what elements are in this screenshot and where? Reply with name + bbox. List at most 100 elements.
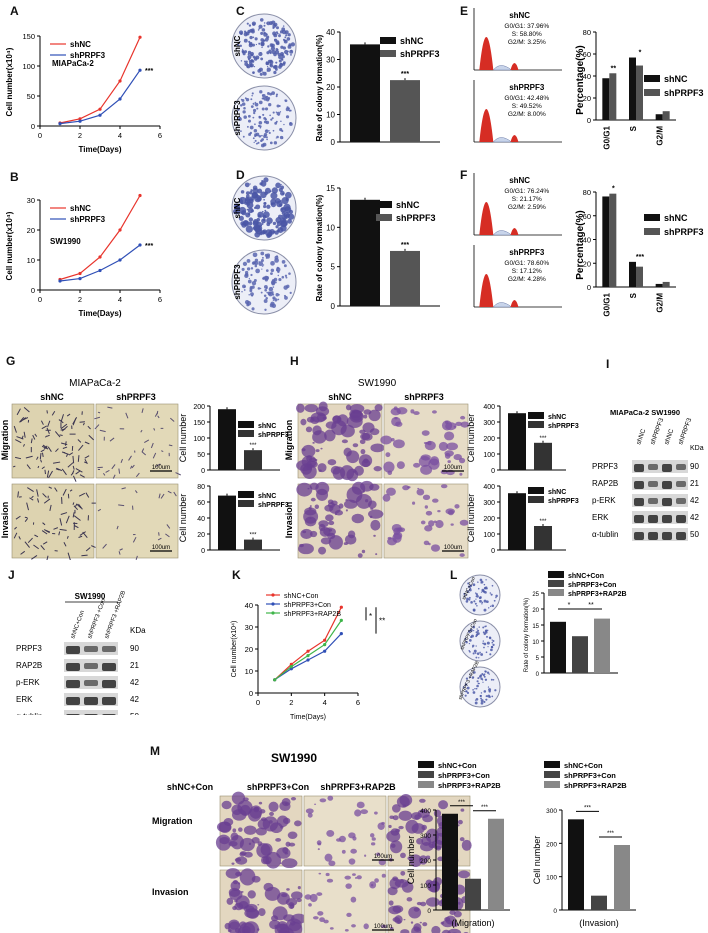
y-axis-label: Cell number bbox=[178, 494, 188, 543]
cell bbox=[318, 520, 329, 528]
cell bbox=[157, 537, 162, 541]
colony bbox=[250, 267, 254, 270]
colony bbox=[258, 24, 263, 29]
colony bbox=[245, 97, 250, 102]
colony bbox=[244, 270, 249, 275]
data-point bbox=[98, 107, 102, 111]
scale-bar-label: 100um bbox=[444, 545, 462, 551]
cell bbox=[282, 817, 291, 824]
colony bbox=[473, 649, 477, 653]
y-axis-label: Cell number bbox=[466, 414, 476, 463]
colony bbox=[249, 61, 253, 65]
hist-stat: G0/G1: 78.60% bbox=[504, 260, 549, 267]
cell bbox=[326, 830, 335, 837]
cell bbox=[258, 908, 266, 917]
colony bbox=[249, 64, 253, 68]
colony bbox=[278, 214, 283, 219]
cell bbox=[253, 806, 260, 813]
cell bbox=[320, 537, 332, 545]
colony bbox=[233, 208, 239, 215]
y-tick-label: 300 bbox=[420, 833, 431, 840]
scale-bar-label: 100um bbox=[444, 465, 462, 471]
cell bbox=[58, 531, 61, 536]
colony bbox=[285, 276, 288, 279]
cell bbox=[287, 831, 298, 839]
data-point bbox=[323, 638, 327, 642]
cell bbox=[370, 519, 381, 531]
cell bbox=[70, 472, 74, 476]
cell bbox=[296, 482, 313, 497]
x-tick-label: 6 bbox=[158, 131, 162, 140]
colony bbox=[266, 22, 268, 24]
blot-band bbox=[676, 498, 686, 504]
line-chart-k: 0 10 20 30 40 0 2 4 6 Cell number(x10⁴) Time(Days)… bbox=[231, 593, 385, 721]
cell bbox=[350, 848, 357, 854]
colony bbox=[243, 60, 246, 63]
colony bbox=[470, 601, 473, 604]
cell bbox=[111, 464, 116, 470]
blot-band bbox=[676, 515, 686, 523]
legend-swatch bbox=[644, 228, 660, 235]
g2-peak bbox=[510, 135, 519, 142]
panel-label-d: D bbox=[236, 168, 245, 182]
colony bbox=[278, 65, 282, 69]
cell bbox=[340, 465, 355, 481]
colony bbox=[472, 625, 476, 629]
y-tick-label: 20 bbox=[197, 532, 205, 539]
x-axis-label: (Migration) bbox=[451, 918, 494, 928]
y-tick-label: 300 bbox=[546, 808, 557, 815]
blot-band bbox=[676, 464, 686, 470]
colony bbox=[257, 124, 261, 128]
colony bbox=[277, 274, 280, 277]
colony bbox=[252, 137, 255, 140]
colony bbox=[284, 36, 287, 39]
colony bbox=[255, 204, 261, 210]
colony bbox=[494, 689, 497, 692]
cell bbox=[314, 803, 317, 805]
cell bbox=[55, 468, 60, 471]
cell bbox=[388, 905, 402, 915]
colony bbox=[473, 629, 475, 632]
legend-swatch bbox=[238, 421, 254, 428]
colony bbox=[491, 604, 495, 608]
cell bbox=[63, 452, 70, 455]
colony bbox=[480, 697, 482, 700]
data-point bbox=[78, 119, 82, 123]
cell bbox=[24, 541, 30, 548]
colony bbox=[283, 123, 285, 126]
cell bbox=[72, 417, 77, 426]
cell bbox=[354, 465, 364, 476]
x-tick-label: G2/M bbox=[656, 126, 665, 146]
cell bbox=[291, 913, 307, 924]
cell bbox=[317, 911, 324, 916]
colony bbox=[275, 182, 281, 189]
panel-label-g: G bbox=[6, 354, 16, 368]
blot-band bbox=[102, 714, 116, 715]
legend-label: shPRPF3 bbox=[548, 423, 579, 430]
colony bbox=[266, 138, 268, 141]
cell bbox=[312, 441, 315, 444]
cell bbox=[26, 502, 29, 511]
colony bbox=[490, 648, 493, 652]
row-label: Invasion bbox=[284, 502, 294, 539]
cell bbox=[36, 456, 39, 460]
colony bbox=[258, 261, 264, 267]
colony bbox=[476, 594, 479, 598]
cell bbox=[402, 804, 407, 808]
colony bbox=[465, 677, 469, 680]
cell bbox=[424, 525, 433, 532]
colony bbox=[246, 301, 252, 306]
colony bbox=[276, 135, 279, 139]
colony bbox=[261, 265, 264, 267]
panel-label-e: E bbox=[460, 4, 469, 18]
cell bbox=[334, 510, 344, 516]
cell bbox=[231, 809, 247, 821]
cell bbox=[125, 412, 129, 419]
colony bbox=[276, 111, 281, 116]
cell bbox=[97, 508, 102, 512]
colony bbox=[289, 291, 292, 295]
data-point bbox=[138, 68, 142, 72]
colony bbox=[239, 104, 243, 107]
cell bbox=[152, 452, 157, 459]
